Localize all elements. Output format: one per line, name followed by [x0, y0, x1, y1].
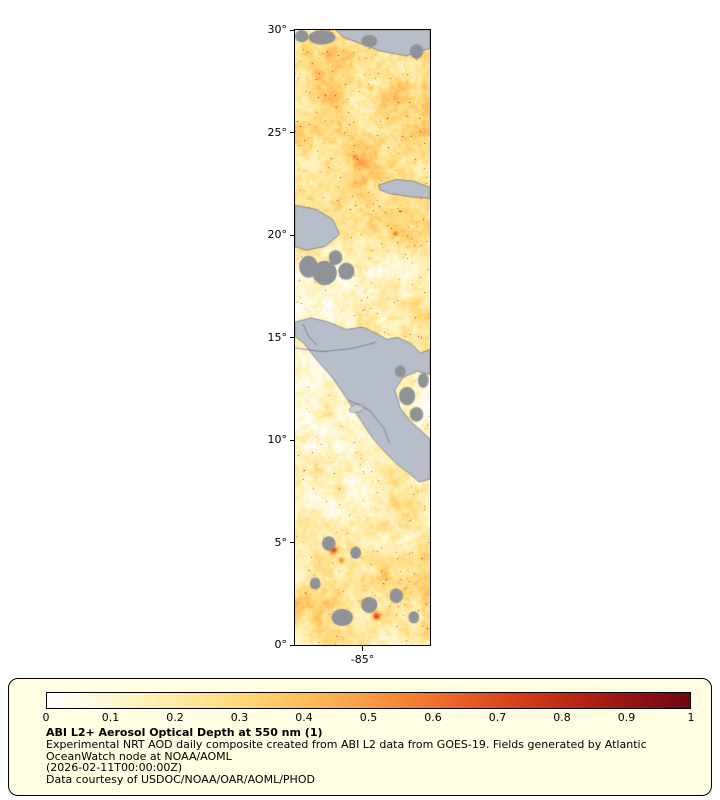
legend-title: ABI L2+ Aerosol Optical Depth at 550 nm … — [46, 726, 323, 739]
colorbar-tick-label: 0.7 — [488, 711, 507, 724]
legend-courtesy: Data courtesy of USDOC/NOAA/OAR/AOML/PHO… — [46, 773, 315, 787]
colorbar-tick-label: 0.1 — [101, 711, 120, 724]
map-plot-area — [294, 29, 431, 646]
colorbar-gradient — [46, 692, 691, 709]
latitude-tick-mark — [290, 644, 295, 646]
latitude-tick-label: 15° — [267, 330, 288, 344]
latitude-tick-mark — [290, 542, 295, 543]
longitude-tick-label: -85° — [350, 653, 375, 666]
latitude-tick-mark — [290, 29, 295, 31]
latitude-tick-label: 5° — [274, 535, 288, 549]
colorbar-tick-label: 0.8 — [553, 711, 571, 724]
legend-text-block: ABI L2+ Aerosol Optical Depth at 550 nm … — [46, 727, 691, 786]
colorbar-tick-label: 1 — [687, 711, 695, 724]
colorbar-tick-label: 0.2 — [166, 711, 184, 724]
colorbar-tick-label: 0 — [42, 711, 50, 724]
legend-panel: 0 0.1 0.2 0.3 0.4 0.5 0.6 0.7 0.8 0.9 1 ABI L2+ Ae… — [8, 678, 712, 796]
latitude-tick-mark — [290, 132, 295, 133]
latitude-tick-label: 10° — [267, 433, 288, 446]
colorbar-tick-label: 0.3 — [230, 711, 249, 724]
longitude-tick-mark — [362, 646, 363, 651]
colorbar-tick-label: 0.6 — [424, 711, 442, 724]
aod-map-canvas — [295, 30, 430, 645]
latitude-tick-label: 20° — [267, 228, 288, 241]
legend-description: Experimental NRT AOD daily composite cre… — [46, 737, 647, 763]
latitude-tick-mark — [290, 337, 295, 338]
colorbar-tick-label: 0.5 — [359, 711, 378, 724]
colorbar-tick-label: 0.4 — [295, 711, 313, 724]
legend-timestamp: (2026-02-11T00:00:00Z) — [46, 761, 183, 775]
latitude-tick-label: 25° — [267, 125, 288, 139]
latitude-tick-mark — [290, 439, 295, 441]
latitude-tick-label: 30° — [267, 23, 288, 36]
latitude-tick-label: 0° — [274, 638, 288, 651]
latitude-tick-mark — [290, 234, 295, 236]
colorbar-tick-label: 0.9 — [617, 711, 636, 724]
